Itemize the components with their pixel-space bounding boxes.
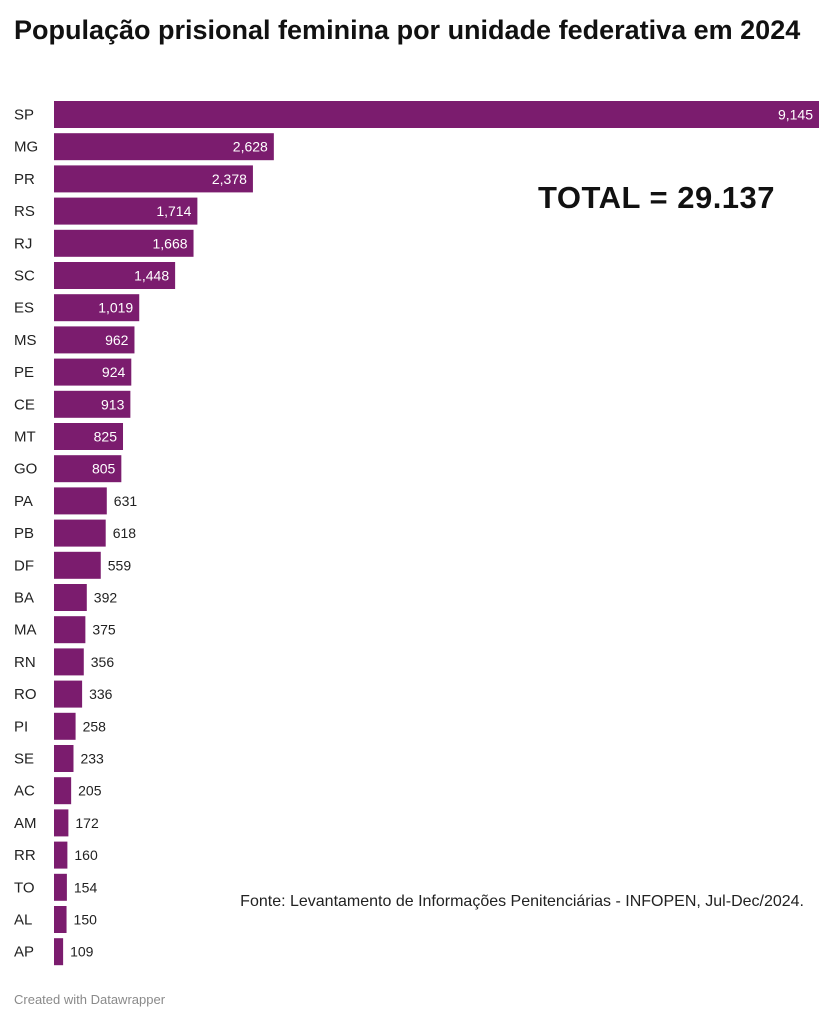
value-label: 9,145 [778, 107, 813, 123]
category-label: SE [14, 751, 34, 768]
category-label: ES [14, 300, 34, 317]
value-label: 356 [91, 654, 115, 670]
value-label: 375 [92, 622, 116, 638]
category-label: MA [14, 622, 37, 639]
value-label: 962 [105, 332, 129, 348]
category-label: RR [14, 847, 36, 864]
datawrapper-credit: Created with Datawrapper [14, 992, 166, 1007]
value-label: 825 [94, 429, 118, 445]
bar-sp [54, 101, 819, 128]
value-label: 258 [83, 718, 107, 734]
value-label: 1,668 [152, 235, 187, 251]
bar-ro [54, 680, 83, 708]
bar-se [54, 745, 74, 772]
bar-ba [54, 584, 87, 611]
source-note: Fonte: Levantamento de Informações Penit… [240, 893, 804, 910]
chart-title: População prisional feminina por unidade… [14, 15, 801, 45]
value-label: 924 [102, 364, 126, 380]
category-label: PA [14, 493, 33, 510]
value-label: 631 [114, 493, 138, 509]
category-label: BA [14, 590, 34, 607]
bar-ac [54, 777, 72, 805]
value-label: 233 [80, 751, 104, 767]
bar-rs [54, 197, 198, 225]
bar-pe [54, 358, 132, 386]
category-label: SP [14, 107, 34, 124]
category-label: TO [14, 879, 35, 896]
bar-pi [54, 712, 76, 740]
bar-rj [54, 229, 194, 257]
bar-df [54, 551, 101, 579]
value-label: 618 [113, 525, 137, 541]
value-label: 1,714 [156, 203, 191, 219]
category-label: CE [14, 396, 35, 413]
bar-ma [54, 616, 86, 644]
category-label: RS [14, 203, 35, 220]
value-label: 1,448 [134, 268, 169, 284]
category-label: AM [14, 815, 37, 832]
category-label: MS [14, 332, 37, 349]
bar-ap [54, 938, 64, 966]
bar-am [54, 809, 69, 837]
bar-to [54, 873, 67, 901]
value-label: 154 [74, 879, 98, 895]
category-label: PB [14, 525, 34, 542]
value-label: 172 [75, 815, 99, 831]
category-label: AP [14, 944, 34, 961]
bar-sc [54, 262, 176, 289]
value-label: 336 [89, 686, 113, 702]
category-label: SC [14, 268, 35, 285]
category-label: PR [14, 171, 35, 188]
category-label: RN [14, 654, 36, 671]
category-label: RJ [14, 235, 32, 252]
value-label: 205 [78, 783, 102, 799]
value-label: 160 [74, 847, 98, 863]
value-label: 559 [108, 557, 132, 573]
bar-go [54, 455, 122, 483]
value-label: 392 [94, 590, 118, 606]
bar-ms [54, 326, 135, 354]
total-annotation: TOTAL = 29.137 [538, 180, 776, 215]
bar-rn [54, 648, 84, 676]
category-label: AL [14, 912, 32, 929]
value-label: 2,628 [233, 139, 268, 155]
bar-pr [54, 165, 253, 193]
bar-rr [54, 841, 68, 869]
bar-pb [54, 519, 106, 547]
category-label: AC [14, 783, 35, 800]
bar-pa [54, 487, 107, 515]
category-label: DF [14, 557, 34, 574]
bar-mt [54, 423, 124, 450]
bar-mg [54, 133, 274, 161]
value-label: 805 [92, 461, 116, 477]
value-label: 150 [74, 912, 98, 928]
category-label: PE [14, 364, 34, 381]
bar-ce [54, 390, 131, 418]
value-label: 109 [70, 944, 94, 960]
value-label: 1,019 [98, 300, 133, 316]
category-label: MG [14, 139, 38, 156]
value-label: 913 [101, 396, 125, 412]
category-label: PI [14, 718, 28, 735]
value-label: 2,378 [212, 171, 247, 187]
bar-es [54, 294, 140, 322]
category-label: RO [14, 686, 37, 703]
category-label: GO [14, 461, 37, 478]
bar-al [54, 906, 67, 933]
category-label: MT [14, 429, 36, 446]
